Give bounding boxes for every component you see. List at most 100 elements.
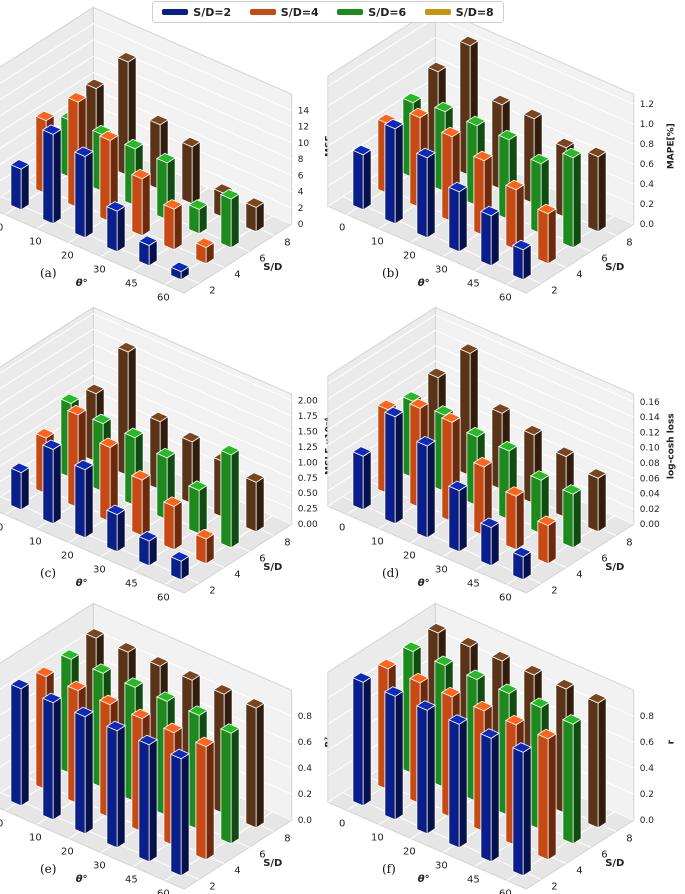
bar-side-face: [52, 443, 62, 525]
x-tick-label: 30: [435, 265, 448, 276]
bar-front-face: [562, 489, 574, 549]
bar-front-face: [480, 210, 492, 267]
bar-top-face: [195, 736, 215, 748]
bar-front-face: [10, 683, 22, 807]
bar-side-face: [84, 710, 94, 835]
bar-SD2-theta-45: [138, 734, 158, 863]
bar-SD6-theta-60: [562, 484, 582, 549]
bar-front-face: [384, 411, 396, 525]
z-tick-label: 12: [298, 123, 309, 133]
bar-side-face: [205, 740, 215, 861]
bar-front-face: [220, 449, 232, 549]
bar-front-face: [505, 491, 517, 551]
bar-top-face: [512, 239, 532, 251]
bar-top-face: [67, 92, 87, 103]
bar-SD4-theta-45: [163, 496, 183, 551]
y-axis-label: S/D: [263, 562, 282, 573]
z-tick-label: 0.02: [640, 505, 660, 515]
bar-front-face: [245, 703, 257, 829]
bar-front-face: [131, 474, 143, 537]
bar-SD2-theta-20: [416, 700, 436, 835]
bar-SD6-theta-60: [220, 723, 240, 845]
z-tick-label: 0.0: [298, 816, 313, 826]
bar-front-face: [587, 697, 599, 829]
bar-top-face: [85, 78, 105, 90]
bar-top-face: [181, 431, 201, 443]
bar-front-face: [188, 204, 200, 235]
z-tick-label: 14: [298, 106, 310, 116]
legend: S/D=2 S/D=4 S/D=6 S/D=8: [152, 1, 504, 23]
bar-side-face: [20, 682, 30, 807]
bar-top-face: [555, 137, 575, 149]
bar-SD6-theta-60: [220, 188, 240, 249]
bar-SD8-theta-60: [245, 698, 265, 829]
bar-side-face: [191, 141, 201, 205]
bar-top-face: [466, 669, 486, 681]
bar-front-face: [480, 733, 492, 863]
x-axis-label: θ°: [76, 874, 88, 885]
bar-top-face: [245, 197, 265, 208]
bar-front-face: [74, 151, 86, 239]
z-tick-label: 0.2: [298, 790, 312, 800]
bar-front-face: [138, 739, 150, 863]
bar-top-face: [512, 742, 532, 753]
x-tick-label: 30: [93, 565, 106, 576]
bar-top-face: [10, 462, 30, 474]
bar-SD6-theta-60: [220, 444, 240, 549]
bar-SD2-theta-30: [106, 201, 126, 253]
grid-line: [0, 23, 292, 111]
z-tick-label: 0.0: [640, 816, 655, 826]
z-tick-label: 0.4: [640, 180, 655, 190]
bar-top-face: [131, 708, 151, 720]
x-axis-label: θ°: [418, 874, 430, 885]
bar-SD6-theta-60: [562, 147, 582, 249]
bar-top-face: [587, 468, 607, 479]
bar-top-face: [587, 146, 607, 158]
z-tick-label: 8: [298, 155, 304, 165]
bar-front-face: [220, 193, 232, 249]
x-tick-label: 45: [467, 579, 480, 590]
bar-front-face: [245, 477, 257, 533]
bar-top-face: [35, 428, 55, 439]
bar-top-face: [562, 714, 582, 725]
bar-SD2-theta-0: [352, 446, 372, 511]
x-tick-label: 10: [29, 537, 42, 548]
x-tick-label: 45: [125, 875, 138, 886]
x-tick-label: 0: [339, 223, 345, 234]
z-tick-label: 1.25: [298, 443, 318, 453]
bar-SD2-theta-20: [416, 435, 436, 539]
panel-label: (d): [382, 566, 399, 580]
bar-SD4-theta-30: [131, 470, 151, 537]
bar-SD2-theta-45: [480, 728, 500, 863]
bar-front-face: [448, 719, 460, 849]
grid-line: [327, 329, 634, 418]
z-tick-label: 1.75: [298, 412, 318, 422]
bar-side-face: [394, 690, 404, 821]
bar-side-face: [426, 440, 436, 539]
bar-top-face: [92, 413, 112, 425]
grid-line: [327, 36, 634, 125]
legend-swatch-sd2: [162, 9, 189, 15]
y-tick-label: 6: [259, 553, 265, 564]
y-tick-label: 4: [234, 569, 240, 580]
bar-top-face: [409, 107, 429, 119]
bar-side-face: [230, 193, 240, 249]
bar-SD2-theta-20: [74, 459, 94, 539]
bar-top-face: [555, 678, 575, 690]
bar-side-face: [116, 205, 126, 253]
bar-top-face: [537, 203, 557, 215]
bar-top-face: [42, 124, 62, 135]
bar-top-face: [99, 130, 119, 142]
bar-SD6-theta-45: [188, 480, 208, 535]
bar-front-face: [74, 464, 86, 539]
bar-side-face: [490, 732, 500, 863]
bar-SD2-theta-10: [384, 686, 404, 821]
bar-top-face: [384, 118, 404, 130]
bar-side-face: [141, 173, 151, 237]
z-tick-label: 0.4: [298, 764, 313, 774]
y-tick-label: 8: [626, 833, 632, 844]
bar-top-face: [10, 159, 30, 170]
x-axis-label: θ°: [76, 578, 88, 589]
z-tick-label: 0.04: [640, 490, 660, 500]
